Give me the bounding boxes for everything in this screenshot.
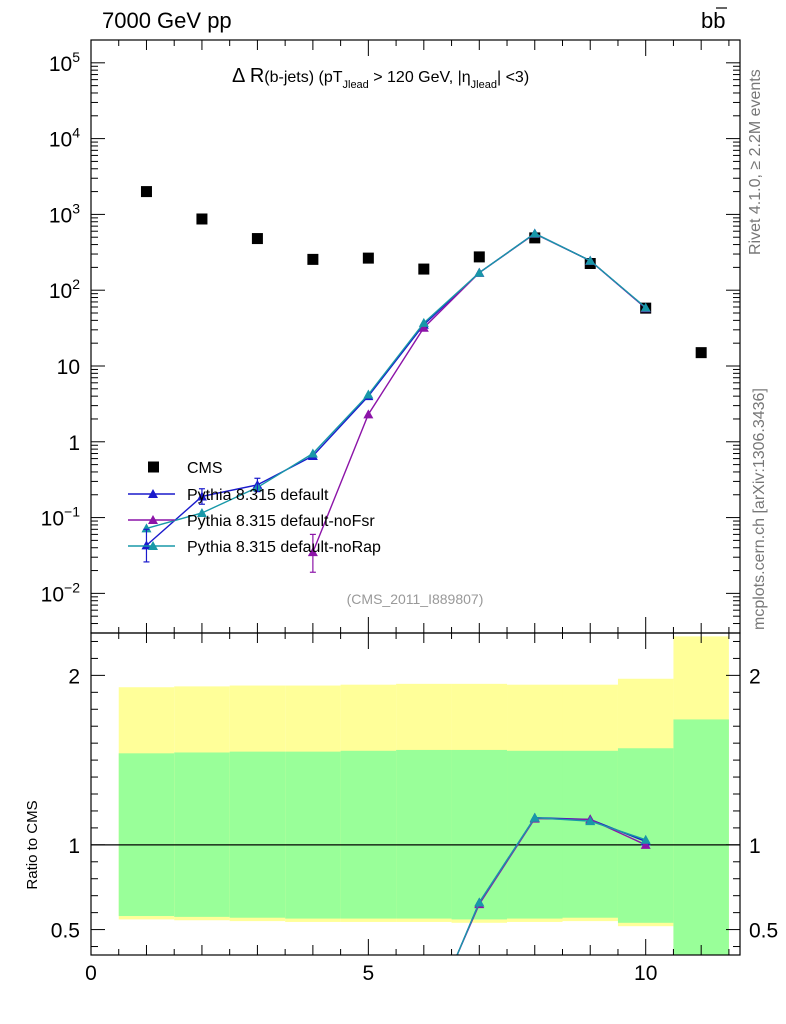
marker-noRap xyxy=(585,255,596,265)
line-noFsr xyxy=(312,232,647,553)
cms-data-point xyxy=(473,251,485,263)
line-noRap xyxy=(146,232,647,530)
analysis-id-label: (CMS_2011_I889807) xyxy=(347,591,484,607)
rivet-version-label: Rivet 4.1.0, ≥ 2.2M events xyxy=(747,69,764,255)
marker-noRap xyxy=(529,228,540,238)
legend: CMS Pythia 8.315 default Pythia 8.315 defa… xyxy=(128,460,381,556)
band-inner-bin xyxy=(229,751,286,918)
ratio-y-tick-label-right: 2 xyxy=(749,665,761,688)
main-frame xyxy=(90,39,741,634)
legend-label-noRap: Pythia 8.315 default-noRap xyxy=(187,539,381,556)
marker-noFsr xyxy=(418,322,429,332)
band-inner-bin xyxy=(285,751,341,919)
band-inner-bin xyxy=(507,750,563,919)
band-inner-bin xyxy=(451,749,508,920)
ratio-y-tick-label-right: 0.5 xyxy=(749,920,778,943)
legend-label-default: Pythia 8.315 default xyxy=(187,487,329,504)
cms-data-point xyxy=(362,252,374,264)
cms-data-point xyxy=(196,213,208,225)
y-tick-label: 103 xyxy=(49,200,80,227)
legend-label-cms: CMS xyxy=(187,460,223,477)
ratio-axis-label: Ratio to CMS xyxy=(24,800,41,889)
x-tick-label: 10 xyxy=(634,962,657,985)
band-inner-bin xyxy=(396,749,452,919)
plot-title: Δ R(b-jets) (pTJlead > 120 GeV, |ηJlead|… xyxy=(232,65,529,91)
cms-data-point xyxy=(418,263,430,275)
marker-noRap xyxy=(307,448,318,458)
ratio-marker-noRap xyxy=(529,812,540,822)
ratio-marker-noRap xyxy=(474,897,485,907)
marker-noRap xyxy=(474,267,485,277)
x-tick-label: 0 xyxy=(85,962,97,985)
marker-noRap xyxy=(640,302,651,312)
legend-marker-noFsr xyxy=(148,515,158,524)
header-energy-label: 7000 GeV pp xyxy=(102,8,232,33)
legend-marker-default xyxy=(148,489,158,498)
marker-noRap xyxy=(141,523,152,533)
ratio-marker-noFsr xyxy=(640,839,651,849)
band-inner-bin xyxy=(562,750,618,918)
band-inner-bin xyxy=(340,750,397,919)
ratio-marker-noRap xyxy=(585,816,596,826)
cms-data-point xyxy=(307,253,319,265)
cms-data-point xyxy=(251,233,263,245)
band-inner-bin xyxy=(118,753,175,917)
ratio-y-tick-label: 0.5 xyxy=(51,920,80,943)
legend-marker-noRap xyxy=(148,541,158,550)
mcplots-label: mcplots.cern.ch [arXiv:1306.3436] xyxy=(751,388,768,630)
marker-noFsr xyxy=(363,409,374,419)
y-tick-label: 10−1 xyxy=(41,504,81,531)
y-tick-label: 1 xyxy=(68,432,80,455)
y-tick-label: 105 xyxy=(49,49,80,76)
legend-label-noFsr: Pythia 8.315 default-noFsr xyxy=(187,513,375,530)
legend-cms-marker xyxy=(148,461,159,473)
y-tick-label: 10−2 xyxy=(41,579,81,606)
ratio-y-tick-label: 2 xyxy=(68,665,80,688)
y-tick-label: 10 xyxy=(57,356,80,379)
y-tick-label: 102 xyxy=(49,276,80,303)
header-process-bar: b xyxy=(713,8,725,33)
marker-noRap xyxy=(363,389,374,399)
marker-noRap xyxy=(196,507,207,517)
ratio-marker-noRap xyxy=(640,834,651,844)
ratio-y-tick-label: 1 xyxy=(68,835,80,858)
header-process-label: bb xyxy=(701,8,726,33)
band-inner-bin xyxy=(673,719,729,955)
cms-data-point xyxy=(695,347,707,359)
cms-data-point xyxy=(140,186,152,198)
ratio-y-tick-label-right: 1 xyxy=(749,835,761,858)
marker-noRap xyxy=(418,317,429,327)
cms-data-point xyxy=(529,232,541,244)
ratio-plot: 0 5 10 2 2 1 1 0.5 0.5 xyxy=(51,632,778,985)
band-inner-bin xyxy=(174,752,230,917)
y-tick-label: 104 xyxy=(49,125,80,152)
x-tick-label: 5 xyxy=(363,962,375,985)
